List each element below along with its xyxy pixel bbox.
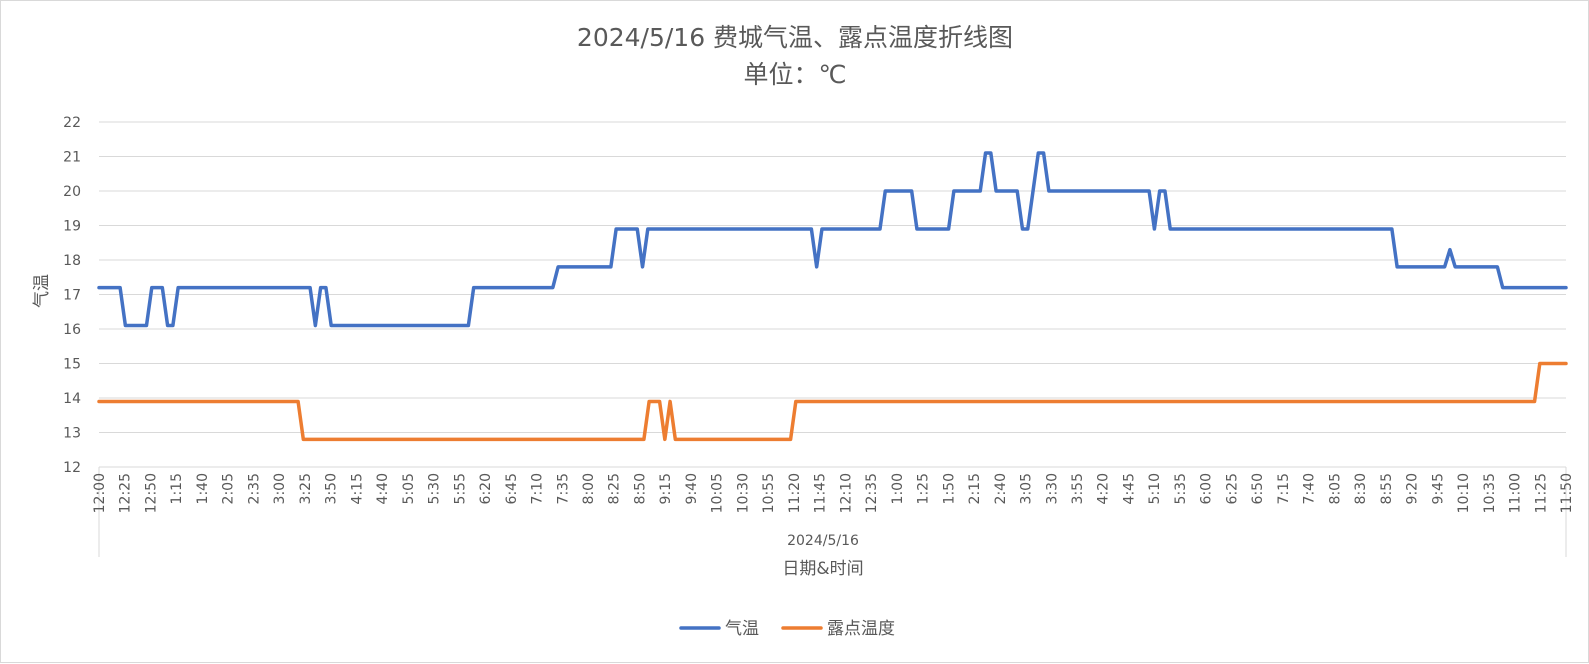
x-tick-label: 7:40: [1302, 473, 1318, 504]
x-tick-label: 3:30: [1044, 473, 1060, 504]
x-tick-label: 10:10: [1456, 473, 1472, 513]
x-tick-label: 10:55: [761, 473, 777, 513]
x-tick-label: 8:25: [607, 473, 623, 504]
series-line-temperature: [97, 151, 1568, 328]
x-tick-label: 8:30: [1353, 473, 1369, 504]
x-tick-label: 2:15: [967, 473, 983, 504]
x-tick-label: 2:05: [221, 473, 237, 504]
y-tick-label: 22: [63, 115, 81, 131]
x-tick-label: 4:40: [375, 473, 391, 504]
series-line-dew-point: [97, 361, 1568, 442]
y-tick-label: 17: [63, 288, 81, 304]
y-tick-label: 18: [63, 253, 81, 269]
x-tick-label: 4:45: [1121, 473, 1137, 504]
x-tick-label: 10:30: [735, 473, 751, 513]
legend-label: 气温: [725, 619, 759, 639]
x-tick-label: 6:45: [504, 473, 520, 504]
x-tick-label: 12:00: [92, 473, 108, 513]
x-tick-label: 3:05: [1019, 473, 1035, 504]
x-tick-label: 2:40: [993, 473, 1009, 504]
legend-label: 露点温度: [827, 619, 895, 639]
y-tick-label: 16: [63, 322, 81, 338]
x-tick-label: 7:15: [1276, 473, 1292, 504]
x-tick-label: 9:40: [684, 473, 700, 504]
x-tick-label: 12:35: [864, 473, 880, 513]
x-tick-label: 12:50: [143, 473, 159, 513]
x-axis-title: 日期&时间: [782, 559, 863, 579]
x-tick-label: 4:20: [1096, 473, 1112, 504]
x-tick-label: 8:05: [1327, 473, 1343, 504]
y-tick-label: 12: [63, 460, 81, 476]
x-tick-label: 11:00: [1508, 473, 1524, 513]
x-tick-label: 12:25: [118, 473, 134, 513]
x-tick-label: 8:00: [581, 473, 597, 504]
x-tick-label: 2:35: [246, 473, 262, 504]
x-tick-label: 11:20: [787, 473, 803, 513]
x-tick-label: 6:20: [478, 473, 494, 504]
x-tick-label: 12:10: [838, 473, 854, 513]
x-tick-label: 8:50: [632, 473, 648, 504]
x-tick-label: 5:55: [452, 473, 468, 504]
series-lines: [97, 151, 1568, 442]
y-axis-ticks: 12 13 14 15 16 17 18 19 20 21 22: [63, 115, 81, 476]
x-tick-label: 9:15: [658, 473, 674, 504]
x-tick-label: 5:10: [1147, 473, 1163, 504]
x-tick-label: 11:50: [1559, 473, 1575, 513]
x-tick-label: 11:25: [1533, 473, 1549, 513]
chart-title: 2024/5/16 费城气温、露点温度折线图: [577, 23, 1013, 52]
x-tick-label: 7:35: [555, 473, 571, 504]
x-tick-label: 1:40: [195, 473, 211, 504]
x-tick-label: 5:05: [401, 473, 417, 504]
x-tick-label: 1:50: [941, 473, 957, 504]
x-tick-label: 4:15: [349, 473, 365, 504]
x-tick-label: 1:15: [169, 473, 185, 504]
x-axis-ticks: 12:00 12:25 12:50 1:15 1:40 2:05 2:35 3:00 3:25 3…: [92, 467, 1575, 557]
y-tick-label: 15: [63, 357, 81, 373]
x-tick-label: 3:55: [1070, 473, 1086, 504]
x-tick-label: 1:25: [916, 473, 932, 504]
legend: 气温 露点温度: [679, 619, 895, 639]
x-tick-label: 10:35: [1482, 473, 1498, 513]
chart-subtitle: 单位：℃: [743, 60, 846, 89]
x-tick-label: 6:50: [1250, 473, 1266, 504]
x-tick-label: 6:25: [1224, 473, 1240, 504]
x-axis-group-label: 2024/5/16: [787, 533, 859, 549]
x-tick-label: 3:00: [272, 473, 288, 504]
y-tick-label: 19: [63, 219, 81, 235]
y-tick-label: 14: [63, 391, 81, 407]
y-axis-title: 气温: [32, 274, 52, 308]
x-tick-label: 3:50: [324, 473, 340, 504]
x-tick-label: 5:35: [1173, 473, 1189, 504]
gridlines: [99, 121, 1566, 468]
x-tick-label: 7:10: [530, 473, 546, 504]
x-tick-label: 9:20: [1405, 473, 1421, 504]
y-tick-label: 13: [63, 426, 81, 442]
x-tick-label: 8:55: [1379, 473, 1395, 504]
x-tick-label: 1:00: [890, 473, 906, 504]
x-tick-label: 3:25: [298, 473, 314, 504]
y-tick-label: 21: [63, 150, 81, 166]
y-tick-label: 20: [63, 184, 81, 200]
x-tick-label: 10:05: [710, 473, 726, 513]
x-tick-label: 5:30: [427, 473, 443, 504]
x-tick-label: 9:45: [1430, 473, 1446, 504]
x-tick-label: 6:00: [1199, 473, 1215, 504]
x-tick-label: 11:45: [813, 473, 829, 513]
